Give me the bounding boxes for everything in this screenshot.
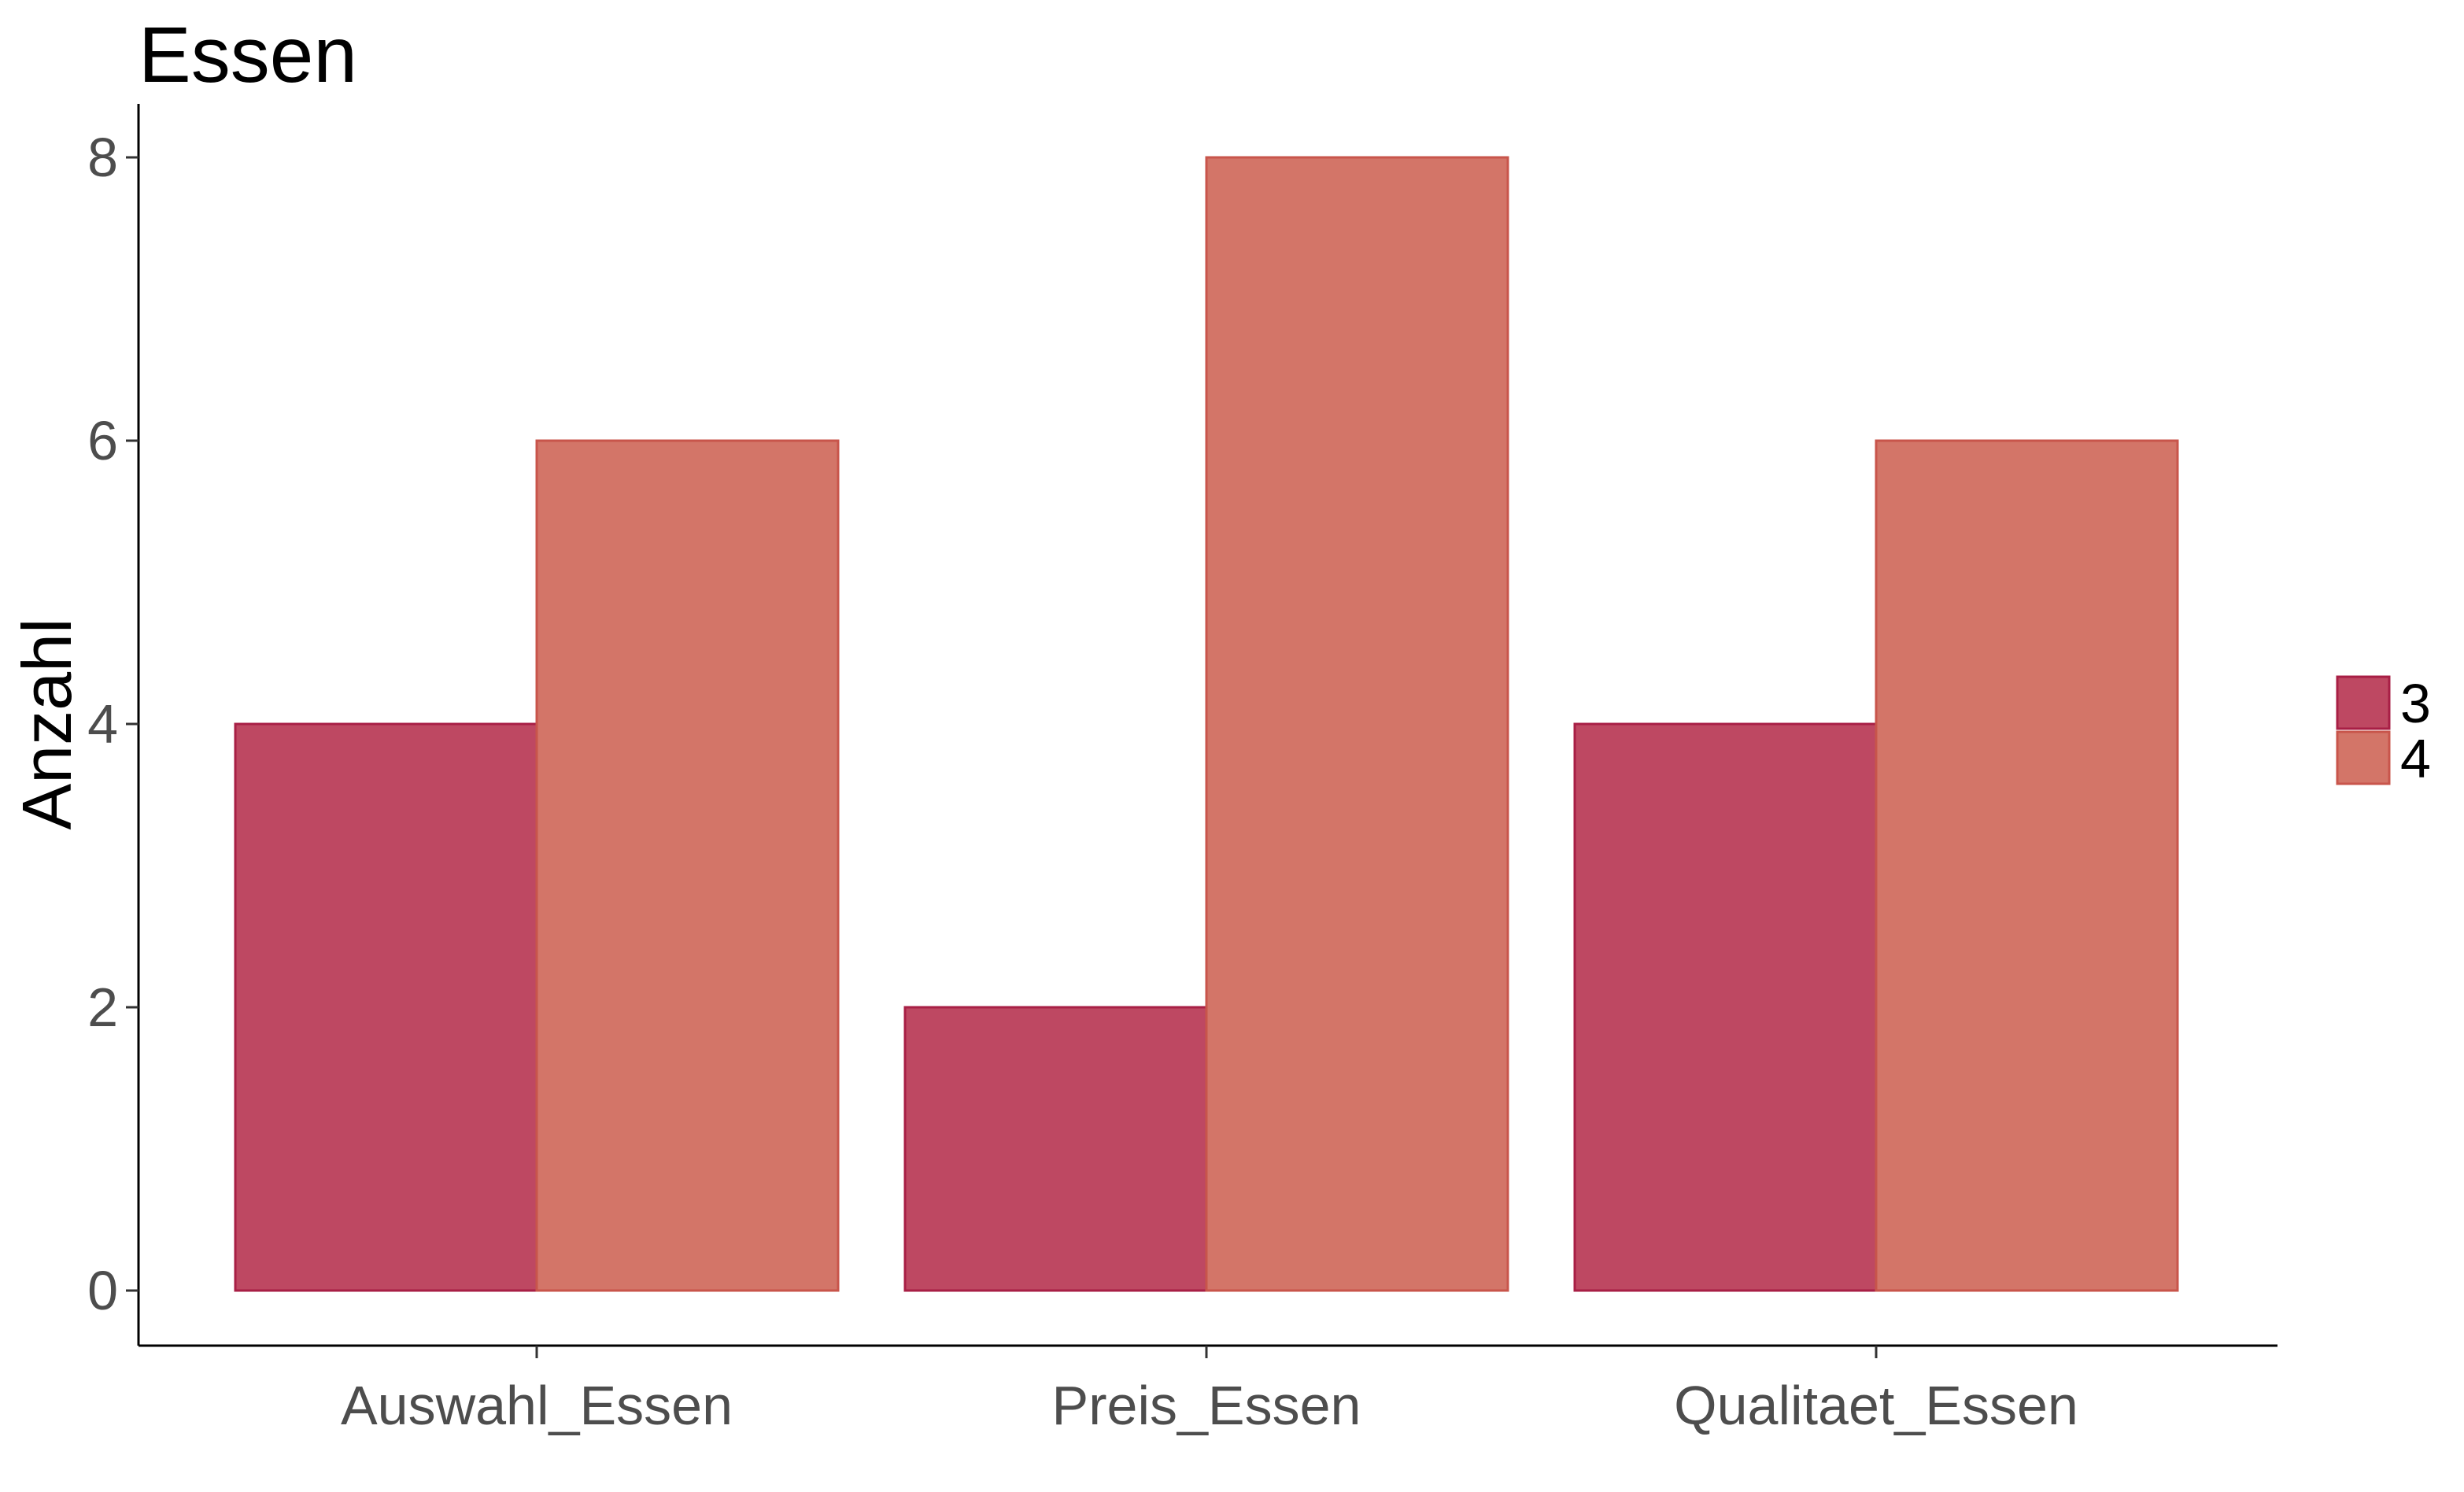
axes-group: 0 2 4 6 8 Auswahl_Essen Preis_Essen Qualitaet_E… (87, 104, 2277, 1436)
bar-Qualitaet_Essen-series-4 (1875, 439, 2179, 1292)
y-tick-label: 0 (87, 1260, 118, 1321)
x-tick-label: Qualitaet_Essen (1674, 1375, 2078, 1436)
x-tick-label: Auswahl_Essen (341, 1375, 733, 1436)
legend: 34 (2336, 673, 2431, 789)
bars-group (234, 156, 2179, 1292)
y-tick-label: 8 (87, 127, 118, 188)
chart-title: Essen (139, 11, 357, 99)
legend-key-3 (2336, 675, 2391, 730)
legend-key-4 (2336, 730, 2391, 785)
bar-Qualitaet_Essen-series-3 (1573, 722, 1878, 1292)
legend-label-4: 4 (2400, 728, 2431, 789)
legend-label-3: 3 (2400, 673, 2431, 734)
bar-Preis_Essen-series-4 (1205, 156, 1509, 1292)
y-tick-label: 4 (87, 693, 118, 755)
y-axis-title: Anzahl (8, 618, 86, 829)
y-tick-label: 6 (87, 410, 118, 471)
bar-Auswahl_Essen-series-3 (234, 722, 538, 1292)
bar-Preis_Essen-series-3 (903, 1006, 1208, 1292)
x-tick-label: Preis_Essen (1052, 1375, 1361, 1436)
bar-Auswahl_Essen-series-4 (535, 439, 840, 1292)
y-tick-label: 2 (87, 977, 118, 1038)
